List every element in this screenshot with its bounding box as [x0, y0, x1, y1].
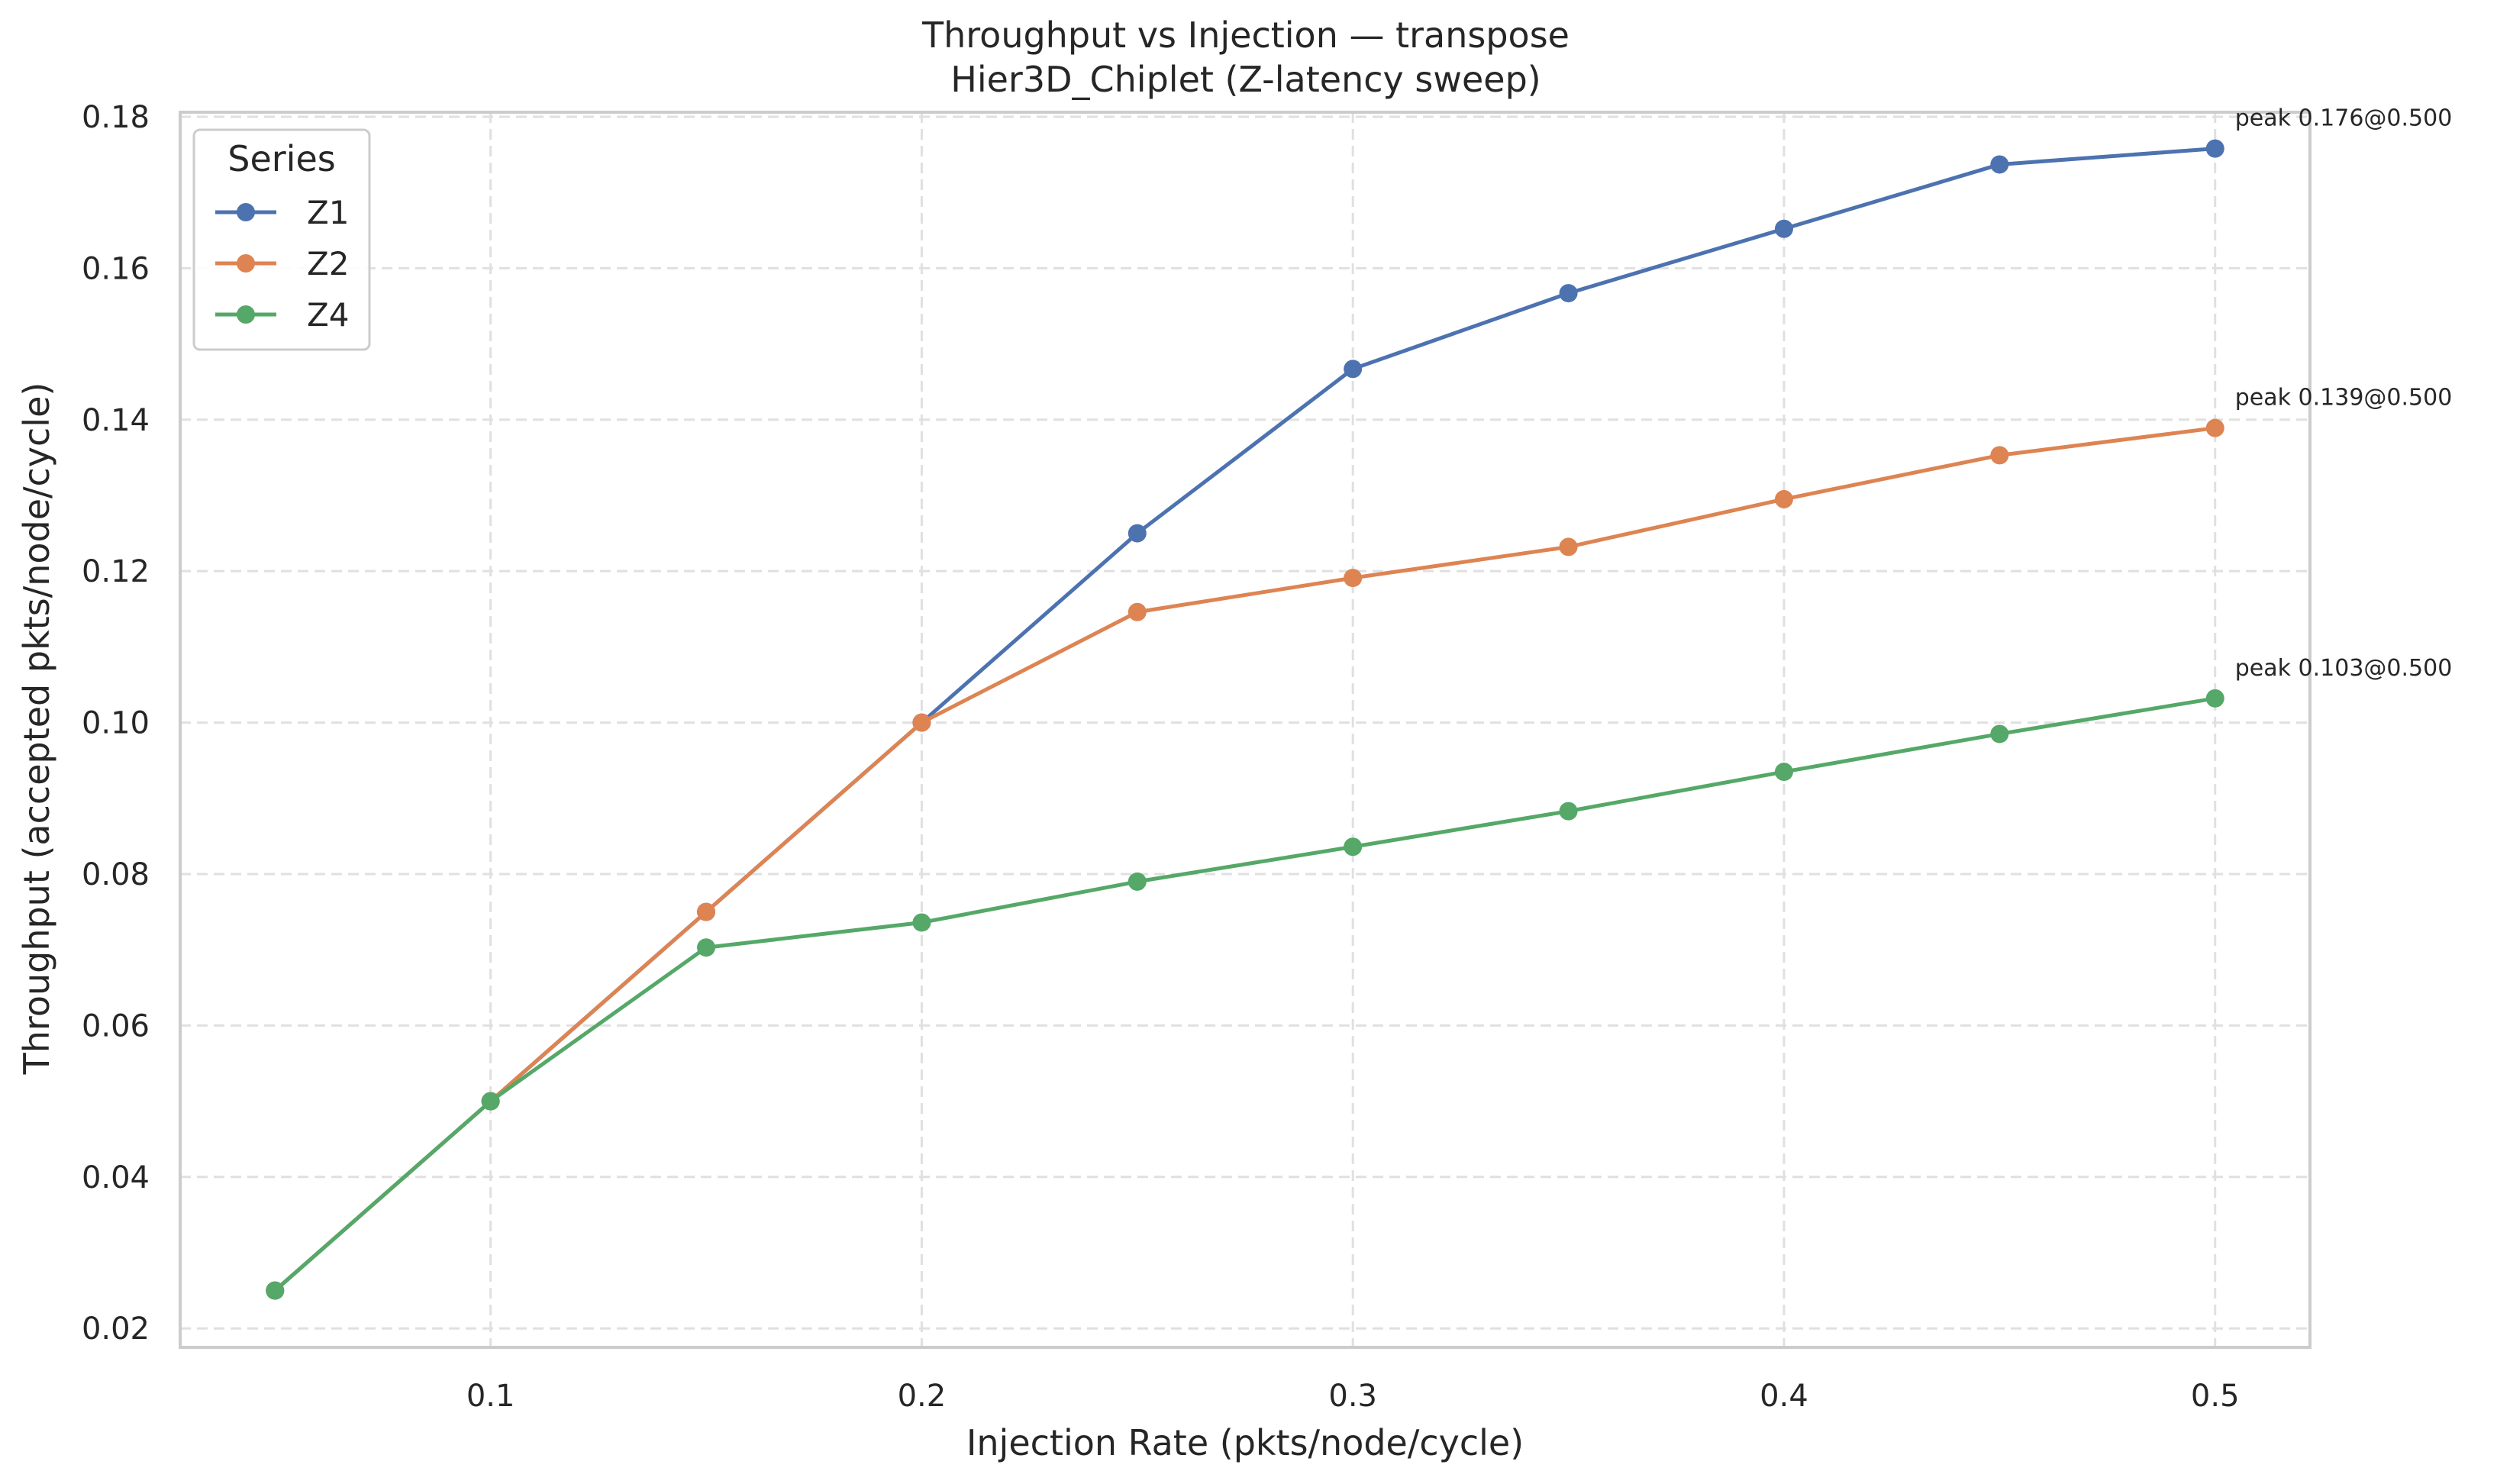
data-point-z2	[697, 902, 716, 921]
data-point-z2	[2205, 418, 2224, 437]
plot-frame	[179, 111, 2311, 1349]
legend: Series Z1 Z2 Z4	[192, 128, 371, 351]
x-axis-label: Injection Rate (pkts/node/cycle)	[966, 1422, 1524, 1463]
series-z4	[266, 689, 2224, 1300]
series-layer	[266, 139, 2224, 1300]
legend-entry-z2: Z2	[215, 245, 350, 282]
x-tick-label: 0.4	[1760, 1379, 1808, 1414]
y-tick-label: 0.04	[82, 1160, 150, 1195]
data-point-z4	[2205, 689, 2224, 708]
data-point-z4	[697, 938, 716, 957]
data-point-z4	[1774, 763, 1793, 782]
data-point-z1	[1344, 360, 1363, 379]
x-tick-label: 0.2	[898, 1379, 947, 1414]
y-tick-label: 0.12	[82, 554, 150, 589]
series-line-z4	[273, 696, 2216, 1292]
legend-entry-z1: Z1	[215, 194, 350, 231]
x-tick-label: 0.5	[2191, 1379, 2240, 1414]
data-point-z2	[1559, 537, 1578, 556]
data-point-z4	[266, 1281, 285, 1300]
data-point-z1	[2205, 139, 2224, 158]
y-axis-label: Throughput (accepted pkts/node/cycle)	[16, 382, 57, 1076]
y-tick-label: 0.06	[82, 1008, 150, 1044]
data-point-z2	[1774, 489, 1793, 508]
data-point-z4	[1128, 872, 1147, 891]
data-point-z2	[1128, 602, 1147, 621]
series-line-z1	[273, 147, 2215, 1292]
y-tick-label: 0.16	[82, 251, 150, 286]
data-point-z4	[481, 1092, 500, 1111]
legend-label: Z1	[307, 194, 350, 231]
legend-box	[192, 128, 371, 351]
series-line-z2	[273, 426, 2216, 1292]
annotation-layer: peak 0.176@0.500 peak 0.139@0.500 peak 0.1…	[2235, 105, 2453, 682]
data-point-z1	[1990, 155, 2009, 174]
legend-label: Z4	[307, 296, 350, 334]
legend-swatch-marker	[237, 305, 255, 324]
legend-swatch-marker	[237, 203, 255, 221]
data-point-z2	[1990, 446, 2009, 465]
data-point-z4	[1344, 837, 1363, 857]
peak-annotation-z2: peak 0.139@0.500	[2235, 385, 2453, 411]
legend-swatch-marker	[237, 254, 255, 273]
data-point-z2	[912, 713, 931, 732]
chart-subtitle: Hier3D_Chiplet (Z-latency sweep)	[950, 59, 1540, 100]
chart-title: Throughput vs Injection — transpose	[921, 15, 1569, 56]
data-point-z1	[1559, 284, 1578, 303]
data-point-z2	[1344, 569, 1363, 588]
data-point-z4	[1990, 724, 2009, 744]
x-tick-label: 0.3	[1328, 1379, 1377, 1414]
legend-label: Z2	[307, 245, 350, 282]
legend-entry-z4: Z4	[215, 296, 350, 334]
legend-entries: Z1 Z2 Z4	[215, 194, 350, 334]
legend-title: Series	[227, 138, 335, 179]
peak-annotation-z4: peak 0.103@0.500	[2235, 655, 2453, 682]
data-point-z4	[1559, 802, 1578, 821]
grid	[180, 112, 2310, 1347]
data-point-z1	[1128, 524, 1147, 543]
y-tick-label: 0.02	[82, 1311, 150, 1347]
series-z1	[266, 139, 2224, 1300]
x-ticks: 0.1 0.2 0.3 0.4 0.5	[466, 1379, 2240, 1414]
y-tick-label: 0.18	[82, 100, 150, 135]
peak-annotation-z1: peak 0.176@0.500	[2235, 105, 2453, 132]
y-tick-label: 0.14	[82, 403, 150, 438]
y-tick-label: 0.08	[82, 857, 150, 892]
series-z2	[266, 418, 2224, 1300]
y-ticks: 0.02 0.04 0.06 0.08 0.10 0.12 0.14 0.16 0.18	[82, 100, 150, 1347]
y-tick-label: 0.10	[82, 706, 150, 741]
data-point-z1	[1774, 219, 1793, 238]
data-point-z4	[912, 913, 931, 932]
x-tick-label: 0.1	[466, 1379, 515, 1414]
